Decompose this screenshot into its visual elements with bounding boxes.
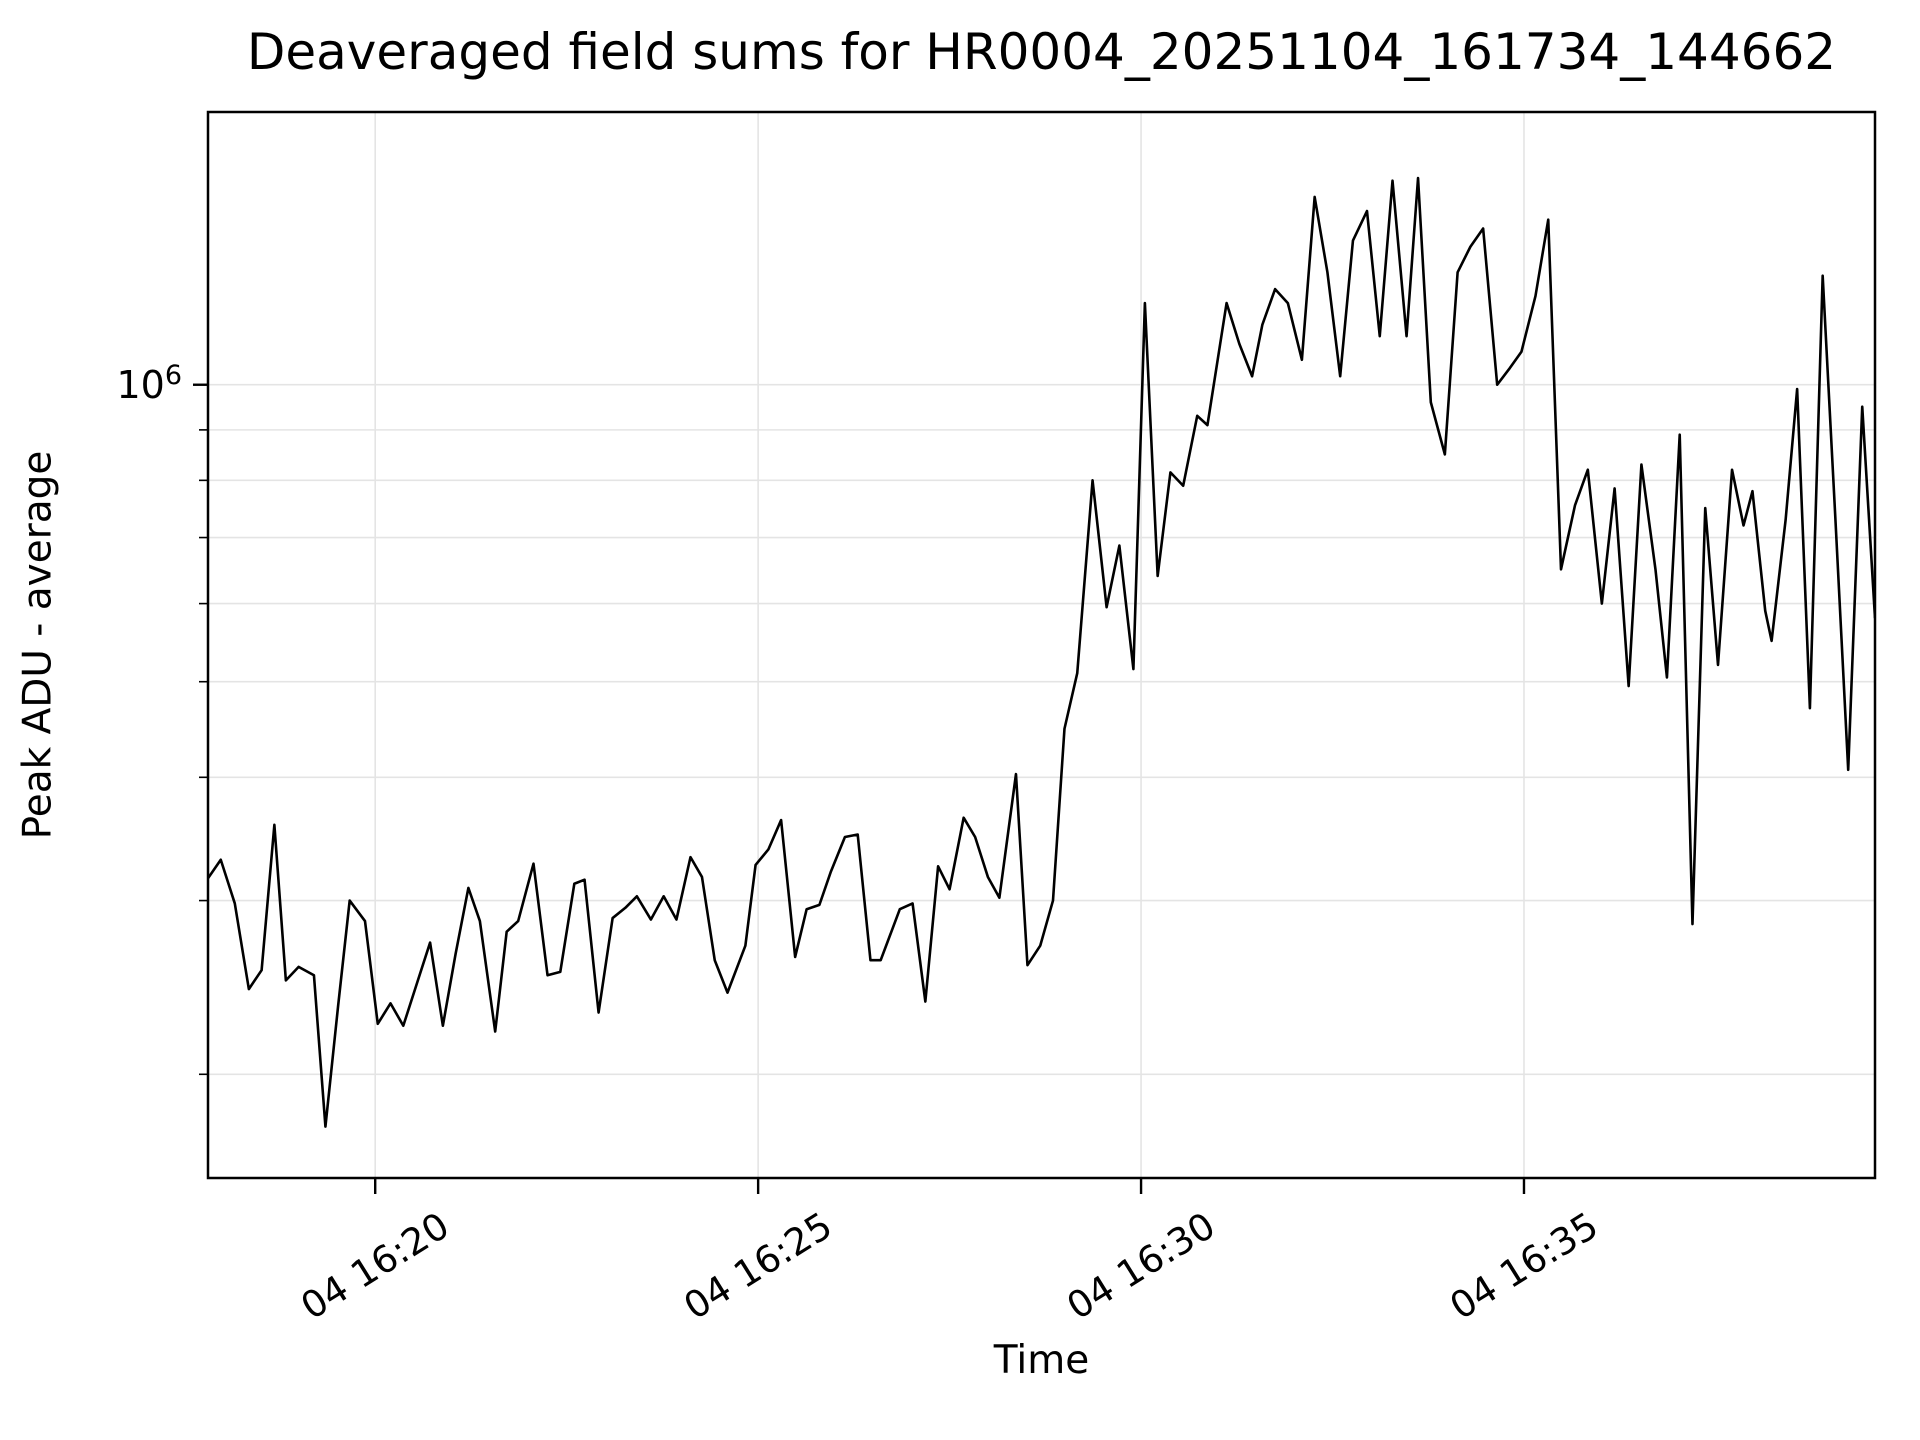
x-axis-label: Time	[993, 1338, 1090, 1383]
gridlines	[208, 112, 1875, 1178]
chart-title: Deaveraged field sums for HR0004_2025110…	[246, 23, 1837, 81]
y-axis-label: Peak ADU - average	[15, 450, 61, 840]
plot-spines	[206, 110, 1877, 1180]
data-series-line	[208, 176, 1875, 1128]
y-tick-label-1e6: 106	[116, 359, 182, 407]
y-tick-exponent: 6	[164, 359, 182, 391]
axis-ticks	[193, 383, 1526, 1194]
